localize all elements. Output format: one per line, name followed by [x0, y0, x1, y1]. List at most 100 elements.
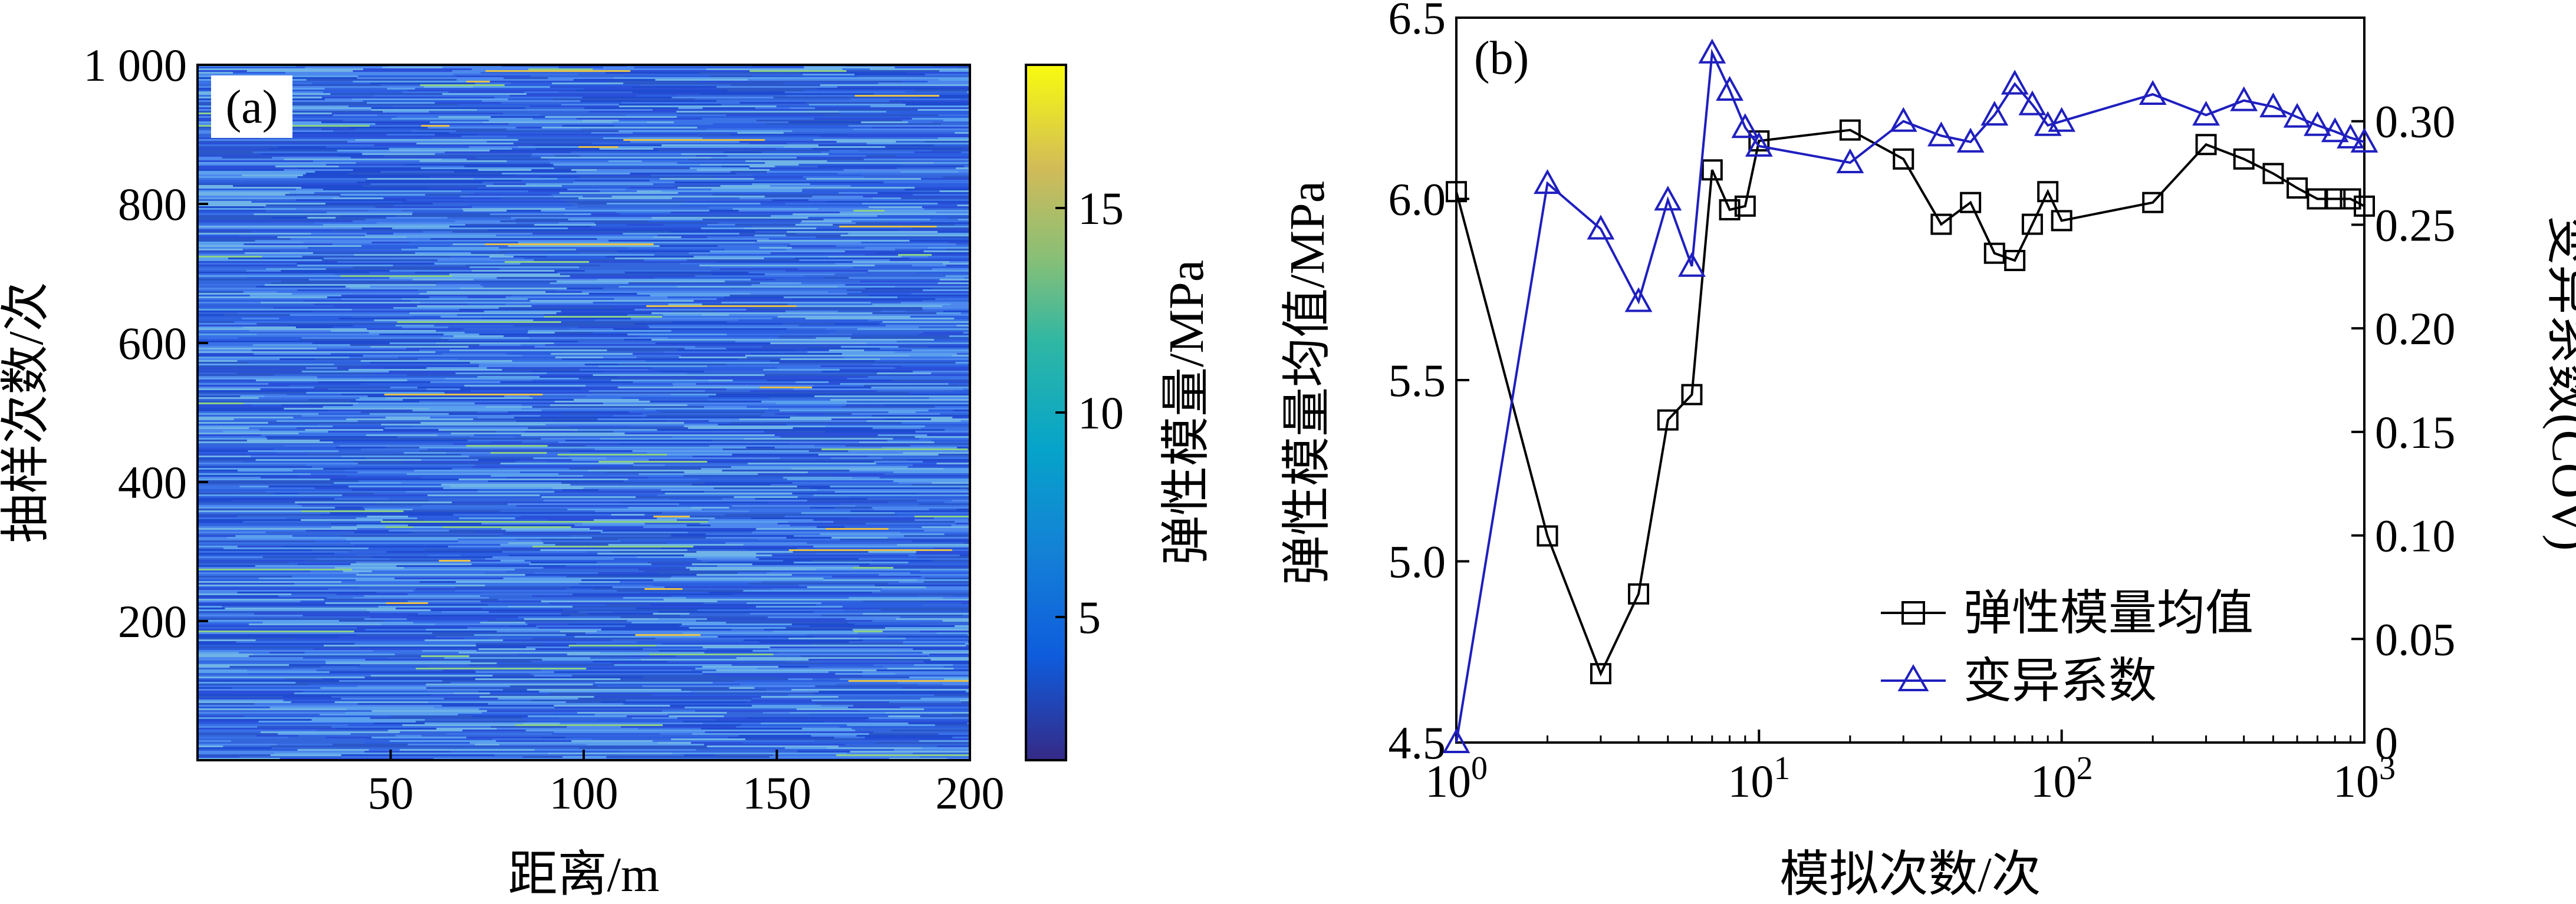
- heatmap-texture: [507, 606, 573, 608]
- heatmap-texture: [870, 68, 970, 70]
- heatmap-texture: [847, 753, 913, 754]
- heatmap-texture: [471, 270, 555, 272]
- heatmap-texture: [945, 275, 970, 277]
- heatmap-texture: [500, 220, 647, 222]
- heatmap-texture: [231, 385, 289, 387]
- mean-data-point: [2233, 148, 2255, 170]
- heatmap-texture: [438, 116, 491, 118]
- heatmap-texture: [900, 616, 970, 618]
- heatmap-texture: [198, 742, 364, 744]
- heatmap-texture: [653, 183, 752, 185]
- heatmap-texture: [508, 245, 660, 247]
- heatmap-texture: [593, 519, 677, 521]
- right-y-tick-label: 0.20: [2375, 303, 2456, 354]
- heatmap-texture: [198, 192, 290, 194]
- heatmap-texture: [244, 243, 333, 245]
- heatmap-texture: [834, 491, 970, 493]
- heatmap-texture: [406, 348, 544, 349]
- heatmap-texture: [924, 208, 970, 210]
- heatmap-texture: [422, 650, 477, 652]
- heatmap-texture: [534, 749, 696, 751]
- heatmap-texture: [430, 417, 478, 418]
- heatmap-texture: [626, 715, 669, 717]
- heatmap-texture: [670, 498, 722, 500]
- heatmap-texture: [840, 113, 942, 114]
- heatmap-texture: [826, 201, 970, 203]
- heatmap-texture: [771, 484, 913, 486]
- heatmap-texture: [756, 240, 910, 242]
- heatmap-texture: [902, 256, 928, 258]
- heatmap-texture: [661, 190, 802, 192]
- heatmap-texture: [488, 620, 627, 622]
- heatmap-texture: [314, 192, 474, 194]
- heatmap-texture: [307, 684, 426, 685]
- heatmap-texture: [699, 479, 787, 480]
- heatmap-texture: [198, 160, 314, 162]
- heatmap-texture: [590, 657, 736, 659]
- heatmap-texture: [742, 742, 876, 744]
- heatmap-texture: [812, 560, 873, 562]
- heatmap-texture: [815, 685, 966, 687]
- heatmap-texture: [809, 714, 953, 715]
- heatmap-texture: [724, 249, 786, 250]
- heatmap-texture: [944, 502, 970, 503]
- heatmap-texture: [917, 272, 970, 273]
- heatmap-texture: [732, 380, 767, 381]
- heatmap-texture: [198, 291, 244, 293]
- heatmap-texture: [627, 314, 663, 316]
- heatmap-texture: [645, 360, 770, 362]
- heatmap-texture: [427, 666, 497, 668]
- heatmap-texture: [920, 623, 970, 625]
- heatmap-texture: [607, 349, 677, 351]
- heatmap-texture: [735, 224, 796, 226]
- heatmap-texture: [660, 411, 765, 413]
- heatmap-texture: [893, 539, 970, 540]
- heatmap-texture: [582, 242, 755, 243]
- right-y-tick-label: 0.05: [2375, 613, 2456, 665]
- heatmap-texture: [769, 397, 929, 399]
- heatmap-texture: [712, 682, 832, 684]
- heatmap-texture: [821, 365, 902, 367]
- heatmap-texture: [962, 148, 970, 150]
- heatmap-texture: [597, 719, 716, 721]
- heatmap-texture: [620, 616, 768, 618]
- heatmap-texture: [279, 358, 315, 360]
- heatmap-texture: [671, 576, 832, 578]
- heatmap-texture: [716, 669, 877, 671]
- heatmap-texture: [442, 159, 467, 160]
- heatmap-texture: [633, 464, 665, 466]
- heatmap-texture: [912, 227, 970, 229]
- heatmap-texture: [837, 86, 881, 88]
- heatmap-texture: [245, 728, 337, 730]
- heatmap-texture: [198, 671, 330, 673]
- heatmap-texture: [468, 346, 535, 348]
- heatmap-texture: [660, 489, 817, 491]
- heatmap-texture: [539, 494, 658, 496]
- heatmap-texture: [443, 698, 498, 700]
- heatmap-texture: [334, 482, 402, 484]
- heatmap-texture: [198, 489, 352, 491]
- heatmap-texture: [198, 703, 255, 705]
- heatmap-texture: [302, 615, 407, 616]
- heatmap-texture: [198, 645, 324, 646]
- heatmap-texture: [787, 479, 914, 480]
- heatmap-texture: [370, 675, 493, 677]
- heatmap-texture: [341, 298, 402, 300]
- heatmap-texture: [702, 219, 824, 220]
- heatmap-texture: [720, 268, 798, 270]
- heatmap-texture: [387, 88, 416, 90]
- heatmap-texture: [703, 646, 771, 648]
- heatmap-texture: [269, 694, 432, 696]
- heatmap-texture: [817, 166, 965, 167]
- heatmap-texture: [964, 277, 970, 279]
- heatmap-texture: [242, 174, 303, 176]
- heatmap-texture: [335, 447, 386, 448]
- heatmap-texture: [237, 592, 377, 593]
- heatmap-texture: [306, 560, 439, 562]
- heatmap-texture: [198, 215, 343, 217]
- heatmap-texture: [784, 296, 898, 298]
- heatmap-texture: [348, 551, 387, 553]
- heatmap-texture: [446, 452, 491, 454]
- heatmap-texture: [442, 67, 559, 68]
